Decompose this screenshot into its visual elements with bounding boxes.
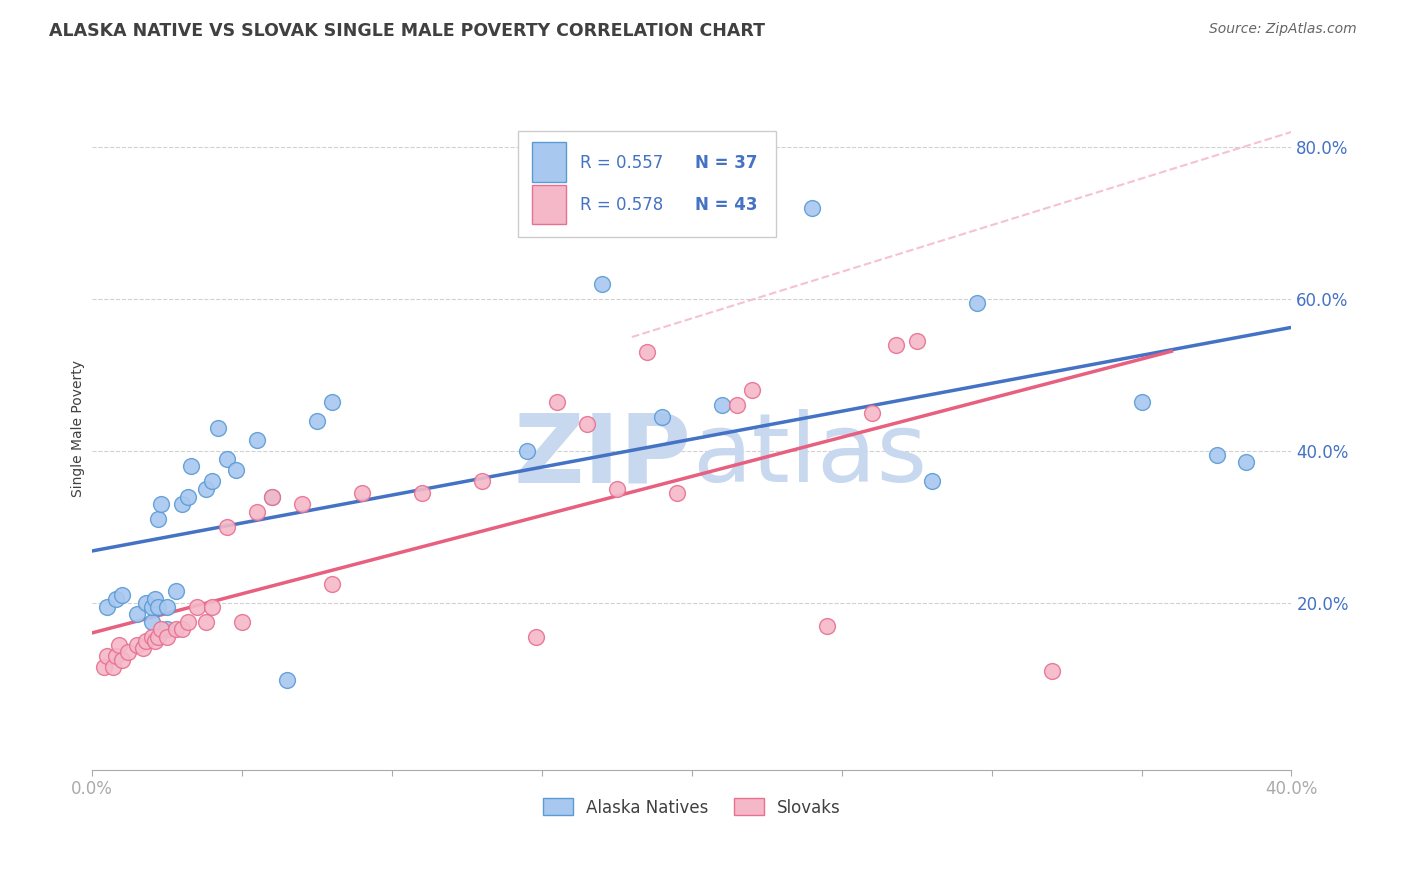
Point bbox=[135, 596, 157, 610]
Point bbox=[186, 599, 208, 614]
Point bbox=[141, 630, 163, 644]
Point bbox=[591, 277, 613, 291]
Text: Source: ZipAtlas.com: Source: ZipAtlas.com bbox=[1209, 22, 1357, 37]
Point bbox=[321, 394, 343, 409]
Text: R = 0.578: R = 0.578 bbox=[581, 195, 664, 213]
Point bbox=[195, 615, 218, 629]
Point bbox=[180, 459, 202, 474]
Point bbox=[741, 383, 763, 397]
FancyBboxPatch shape bbox=[517, 131, 776, 236]
Point bbox=[156, 599, 179, 614]
Point bbox=[146, 512, 169, 526]
Point bbox=[195, 482, 218, 496]
Point bbox=[172, 623, 194, 637]
Point bbox=[800, 201, 823, 215]
Point bbox=[143, 592, 166, 607]
Point bbox=[815, 618, 838, 632]
Point bbox=[143, 633, 166, 648]
Point bbox=[1040, 665, 1063, 679]
Point bbox=[725, 398, 748, 412]
Y-axis label: Single Male Poverty: Single Male Poverty bbox=[72, 359, 86, 497]
Point bbox=[225, 463, 247, 477]
Point bbox=[217, 451, 239, 466]
Point bbox=[146, 599, 169, 614]
Point bbox=[546, 394, 568, 409]
Point bbox=[111, 588, 134, 602]
Point bbox=[165, 584, 187, 599]
Point bbox=[146, 630, 169, 644]
Point bbox=[105, 648, 128, 663]
Point bbox=[177, 615, 200, 629]
Point bbox=[350, 485, 373, 500]
Text: N = 37: N = 37 bbox=[696, 154, 758, 172]
Point bbox=[217, 520, 239, 534]
Point bbox=[246, 505, 269, 519]
Point bbox=[96, 648, 118, 663]
Point bbox=[665, 485, 688, 500]
Point bbox=[651, 409, 673, 424]
Point bbox=[135, 633, 157, 648]
Text: atlas: atlas bbox=[692, 409, 927, 502]
Point bbox=[111, 653, 134, 667]
Point bbox=[96, 599, 118, 614]
Point bbox=[905, 334, 928, 348]
Point bbox=[516, 444, 538, 458]
Point bbox=[201, 599, 224, 614]
Point bbox=[127, 638, 149, 652]
Point bbox=[710, 398, 733, 412]
Point bbox=[246, 433, 269, 447]
Point bbox=[207, 421, 229, 435]
Point bbox=[291, 497, 314, 511]
Point bbox=[177, 490, 200, 504]
Legend: Alaska Natives, Slovaks: Alaska Natives, Slovaks bbox=[536, 792, 848, 823]
Point bbox=[165, 623, 187, 637]
Point bbox=[884, 337, 907, 351]
Text: ALASKA NATIVE VS SLOVAK SINGLE MALE POVERTY CORRELATION CHART: ALASKA NATIVE VS SLOVAK SINGLE MALE POVE… bbox=[49, 22, 765, 40]
Point bbox=[921, 475, 943, 489]
Point bbox=[117, 645, 139, 659]
Point bbox=[141, 599, 163, 614]
Point bbox=[411, 485, 433, 500]
Point bbox=[860, 406, 883, 420]
Point bbox=[150, 497, 173, 511]
Point bbox=[575, 417, 598, 432]
Point bbox=[636, 345, 658, 359]
Text: R = 0.557: R = 0.557 bbox=[581, 154, 664, 172]
Text: ZIP: ZIP bbox=[515, 409, 692, 502]
Point bbox=[201, 475, 224, 489]
Point bbox=[305, 414, 328, 428]
Point bbox=[93, 660, 115, 674]
Point bbox=[321, 577, 343, 591]
Point bbox=[101, 660, 124, 674]
Point bbox=[108, 638, 131, 652]
Bar bbox=[533, 143, 565, 182]
Point bbox=[1130, 394, 1153, 409]
Point bbox=[150, 623, 173, 637]
Point bbox=[127, 607, 149, 622]
Text: N = 43: N = 43 bbox=[696, 195, 758, 213]
Point bbox=[105, 592, 128, 607]
Bar bbox=[533, 185, 565, 225]
Point bbox=[231, 615, 253, 629]
Point bbox=[156, 630, 179, 644]
Point bbox=[1236, 455, 1258, 469]
Point bbox=[262, 490, 284, 504]
Point bbox=[141, 615, 163, 629]
Point bbox=[524, 630, 547, 644]
Point bbox=[172, 497, 194, 511]
Point bbox=[966, 296, 988, 310]
Point bbox=[156, 623, 179, 637]
Point bbox=[262, 490, 284, 504]
Point bbox=[606, 482, 628, 496]
Point bbox=[471, 475, 494, 489]
Point bbox=[276, 673, 298, 688]
Point bbox=[132, 641, 155, 656]
Point bbox=[1205, 448, 1227, 462]
